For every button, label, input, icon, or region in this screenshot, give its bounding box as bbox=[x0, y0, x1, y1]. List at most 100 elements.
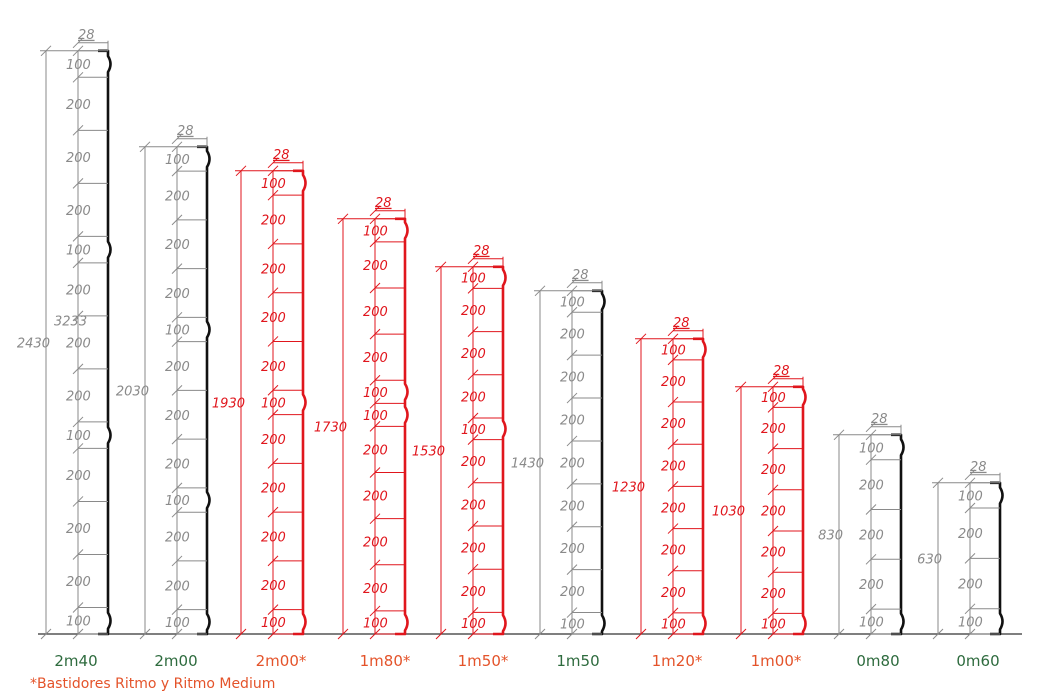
segment-tick bbox=[72, 257, 84, 269]
segment-label: 200 bbox=[461, 347, 486, 362]
segment-label: 200 bbox=[66, 151, 91, 166]
segment-label: 100 bbox=[66, 58, 91, 73]
segment-tick bbox=[667, 523, 679, 534]
total-bottom-tick bbox=[735, 628, 747, 640]
segment-tick bbox=[171, 385, 183, 396]
segment-label: 200 bbox=[958, 578, 983, 593]
segment-label: 200 bbox=[461, 304, 486, 319]
segment-tick bbox=[72, 363, 84, 375]
segment-label: 100 bbox=[165, 324, 190, 339]
total-height-label: 1530 bbox=[412, 444, 445, 459]
segment-label: 200 bbox=[261, 360, 286, 375]
panel-0m60: 100 200 200 100 28 630 bbox=[917, 460, 1004, 640]
segment-label: 200 bbox=[363, 443, 388, 458]
segment-label: 100 bbox=[661, 617, 686, 632]
segment-tick bbox=[267, 506, 279, 518]
panel-caption: 1m80* bbox=[360, 652, 411, 670]
panel-2m00-star: 100 200 200 200 200 100 200 200 200 200 100 28 1930 bbox=[212, 148, 307, 640]
top-dimension-label: 28 bbox=[970, 460, 987, 475]
segment-tick bbox=[865, 504, 877, 515]
segment-tick bbox=[865, 454, 877, 466]
panel-caption: 2m00* bbox=[256, 652, 307, 670]
segment-tick bbox=[467, 261, 479, 273]
segment-label: 200 bbox=[661, 459, 686, 474]
total-top-tick bbox=[139, 141, 151, 153]
top-dimension-label: 28 bbox=[673, 316, 690, 331]
segment-label: 200 bbox=[261, 214, 286, 229]
segment-tick bbox=[267, 336, 279, 347]
segment-label: 200 bbox=[761, 504, 786, 519]
segment-tick bbox=[369, 374, 381, 386]
segment-label: 200 bbox=[66, 469, 91, 484]
segment-label: 100 bbox=[761, 391, 786, 406]
top-dimension-tick bbox=[267, 157, 279, 169]
segment-label: 200 bbox=[560, 414, 585, 429]
segment-tick bbox=[467, 563, 479, 575]
segment-label: 200 bbox=[66, 283, 91, 298]
total-top-tick bbox=[735, 381, 747, 393]
segment-tick bbox=[267, 238, 279, 250]
segment-tick bbox=[964, 553, 976, 564]
segment-tick bbox=[171, 555, 183, 567]
total-bottom-tick bbox=[932, 628, 944, 640]
panel-caption: 1m20* bbox=[652, 652, 703, 670]
segment-label: 200 bbox=[261, 482, 286, 497]
segment-label: 100 bbox=[560, 296, 585, 311]
segment-tick bbox=[566, 435, 578, 447]
segment-tick bbox=[267, 604, 279, 615]
segment-label: 200 bbox=[761, 463, 786, 478]
segment-tick bbox=[467, 326, 479, 337]
total-height-label: 1430 bbox=[511, 456, 544, 471]
segment-label: 100 bbox=[461, 272, 486, 287]
segment-label: 100 bbox=[761, 618, 786, 633]
top-dimension-label: 28 bbox=[78, 28, 95, 43]
segment-label: 200 bbox=[958, 527, 983, 542]
total-top-tick bbox=[235, 165, 247, 177]
segment-label: 200 bbox=[461, 585, 486, 600]
segment-tick bbox=[171, 311, 183, 323]
segment-tick bbox=[667, 396, 679, 408]
segment-tick bbox=[369, 236, 381, 248]
segment-tick bbox=[767, 484, 779, 496]
segment-label: 200 bbox=[363, 259, 388, 274]
panel-2m40: 100 200 200 200 100 200 200 200 100 200 200 200 100 2… bbox=[17, 28, 112, 640]
segment-tick bbox=[566, 564, 578, 576]
panel-caption: 2m40 bbox=[54, 652, 97, 670]
panel-caption: 1m00* bbox=[751, 652, 802, 670]
segment-tick bbox=[171, 263, 183, 274]
top-dimension-label: 28 bbox=[773, 364, 790, 379]
segment-tick bbox=[369, 213, 381, 225]
segment-tick bbox=[72, 443, 84, 454]
segment-tick bbox=[865, 628, 877, 640]
segment-tick bbox=[467, 477, 479, 489]
panel-0m80: 100 200 200 200 100 28 830 bbox=[818, 412, 905, 640]
segment-tick bbox=[964, 628, 976, 640]
segment-label: 200 bbox=[661, 375, 686, 390]
segment-tick bbox=[267, 457, 279, 469]
total-height-label: 630 bbox=[917, 552, 942, 567]
segment-label: 100 bbox=[261, 616, 286, 631]
segment-label: 200 bbox=[560, 328, 585, 343]
segment-label: 200 bbox=[661, 586, 686, 601]
total-bottom-tick bbox=[635, 628, 647, 640]
top-dimension-tick bbox=[369, 205, 381, 217]
segment-tick bbox=[72, 310, 84, 322]
segment-label: 100 bbox=[461, 617, 486, 632]
segment-label: 200 bbox=[761, 546, 786, 561]
segment-tick bbox=[171, 506, 183, 518]
segment-tick bbox=[964, 603, 976, 615]
segment-tick bbox=[171, 604, 183, 615]
segment-label: 100 bbox=[363, 224, 388, 239]
segment-label: 200 bbox=[661, 417, 686, 432]
segment-tick bbox=[467, 607, 479, 618]
total-bottom-tick bbox=[435, 628, 447, 640]
top-dimension-tick bbox=[467, 253, 479, 265]
segment-tick bbox=[369, 467, 381, 478]
total-top-tick bbox=[40, 45, 52, 57]
segment-tick bbox=[467, 283, 479, 294]
segment-label: 200 bbox=[461, 390, 486, 405]
segment-tick bbox=[72, 231, 84, 242]
segment-tick bbox=[667, 607, 679, 619]
segment-tick bbox=[767, 608, 779, 619]
